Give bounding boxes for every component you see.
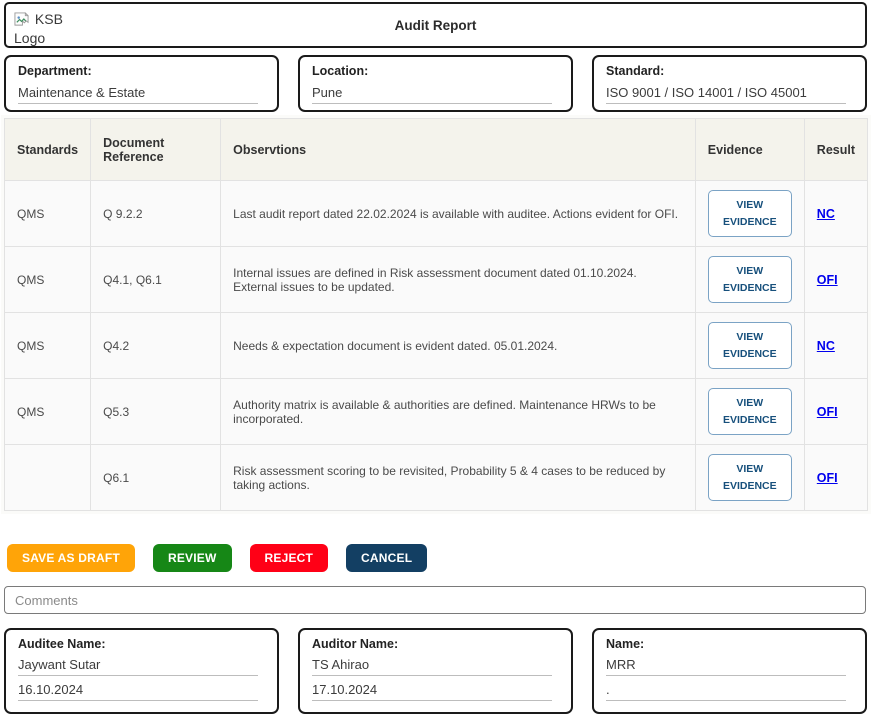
department-input[interactable]: Maintenance & Estate: [18, 85, 258, 104]
standard-cell: [3, 444, 92, 511]
signature-row: Auditee Name: Jaywant Sutar 16.10.2024 A…: [4, 628, 867, 714]
standard-cell: QMS: [3, 312, 92, 379]
standard-cell: QMS: [3, 180, 92, 247]
result-link[interactable]: OFI: [816, 404, 838, 419]
observation-cell: Risk assessment scoring to be revisited,…: [220, 444, 696, 511]
auditor-name-label: Auditor Name:: [312, 637, 399, 651]
name-date-input[interactable]: .: [606, 682, 846, 701]
name-signature-box: Name: MRR .: [592, 628, 867, 714]
view-evidence-button[interactable]: VIEW EVIDENCE: [707, 453, 792, 502]
observation-cell: Authority matrix is available & authorit…: [220, 378, 696, 445]
broken-image-icon: [14, 11, 35, 27]
location-label: Location:: [312, 64, 369, 78]
page-title: Audit Report: [394, 18, 477, 33]
auditor-date-input[interactable]: 17.10.2024: [312, 682, 552, 701]
standard-cell: QMS: [3, 246, 92, 313]
header-document-reference: Document Reference: [90, 118, 222, 181]
auditee-name-label: Auditee Name:: [18, 637, 106, 651]
view-evidence-button[interactable]: VIEW EVIDENCE: [707, 321, 792, 370]
observation-cell: Internal issues are defined in Risk asse…: [220, 246, 696, 313]
doc-ref-cell: Q6.1: [90, 444, 222, 511]
header-result: Result: [803, 118, 869, 181]
header-evidence: Evidence: [694, 118, 805, 181]
view-evidence-button[interactable]: VIEW EVIDENCE: [707, 255, 792, 304]
report-header: KSB Logo Audit Report: [4, 2, 867, 48]
name-label: Name:: [606, 637, 645, 651]
audit-observations-table: Standards Document Reference Observtions…: [3, 118, 869, 511]
table-row: QMS Q4.2 Needs & expectation document is…: [3, 312, 869, 379]
broken-logo: KSB Logo: [14, 10, 63, 46]
header-standards: Standards: [3, 118, 92, 181]
auditee-signature-box: Auditee Name: Jaywant Sutar 16.10.2024: [4, 628, 279, 714]
logo-alt-text-line2: Logo: [14, 30, 46, 46]
observation-cell: Last audit report dated 22.02.2024 is av…: [220, 180, 696, 247]
doc-ref-cell: Q4.1, Q6.1: [90, 246, 222, 313]
auditee-date-input[interactable]: 16.10.2024: [18, 682, 258, 701]
table-row: Q6.1 Risk assessment scoring to be revis…: [3, 444, 869, 511]
comments-input[interactable]: [4, 586, 866, 614]
table-header-row: Standards Document Reference Observtions…: [3, 118, 869, 181]
table-row: QMS Q5.3 Authority matrix is available &…: [3, 378, 869, 445]
result-link[interactable]: NC: [816, 206, 835, 221]
action-button-row: SAVE AS DRAFT REVIEW REJECT CANCEL: [7, 544, 877, 572]
cancel-button[interactable]: CANCEL: [346, 544, 428, 572]
table-row: QMS Q 9.2.2 Last audit report dated 22.0…: [3, 180, 869, 247]
auditor-name-input[interactable]: TS Ahirao: [312, 657, 552, 676]
view-evidence-button[interactable]: VIEW EVIDENCE: [707, 189, 792, 238]
department-field-box: Department: Maintenance & Estate: [4, 55, 279, 112]
doc-ref-cell: Q4.2: [90, 312, 222, 379]
save-as-draft-button[interactable]: SAVE AS DRAFT: [7, 544, 135, 572]
location-field-box: Location: Pune: [298, 55, 573, 112]
doc-ref-cell: Q5.3: [90, 378, 222, 445]
standard-input[interactable]: ISO 9001 / ISO 14001 / ISO 45001: [606, 85, 846, 104]
location-input[interactable]: Pune: [312, 85, 552, 104]
standard-field-box: Standard: ISO 9001 / ISO 14001 / ISO 450…: [592, 55, 867, 112]
department-label: Department:: [18, 64, 92, 78]
auditee-name-input[interactable]: Jaywant Sutar: [18, 657, 258, 676]
observation-cell: Needs & expectation document is evident …: [220, 312, 696, 379]
doc-ref-cell: Q 9.2.2: [90, 180, 222, 247]
table-row: QMS Q4.1, Q6.1 Internal issues are defin…: [3, 246, 869, 313]
result-link[interactable]: NC: [816, 338, 835, 353]
logo-alt-text-line1: KSB: [34, 11, 63, 27]
view-evidence-button[interactable]: VIEW EVIDENCE: [707, 387, 792, 436]
review-button[interactable]: REVIEW: [152, 544, 232, 572]
result-link[interactable]: OFI: [816, 470, 838, 485]
reject-button[interactable]: REJECT: [249, 544, 329, 572]
result-link[interactable]: OFI: [816, 272, 838, 287]
name-input[interactable]: MRR: [606, 657, 846, 676]
standard-cell: QMS: [3, 378, 92, 445]
header-observations: Observtions: [220, 118, 696, 181]
standard-label: Standard:: [606, 64, 665, 78]
auditor-signature-box: Auditor Name: TS Ahirao 17.10.2024: [298, 628, 573, 714]
info-field-row: Department: Maintenance & Estate Locatio…: [4, 55, 867, 112]
